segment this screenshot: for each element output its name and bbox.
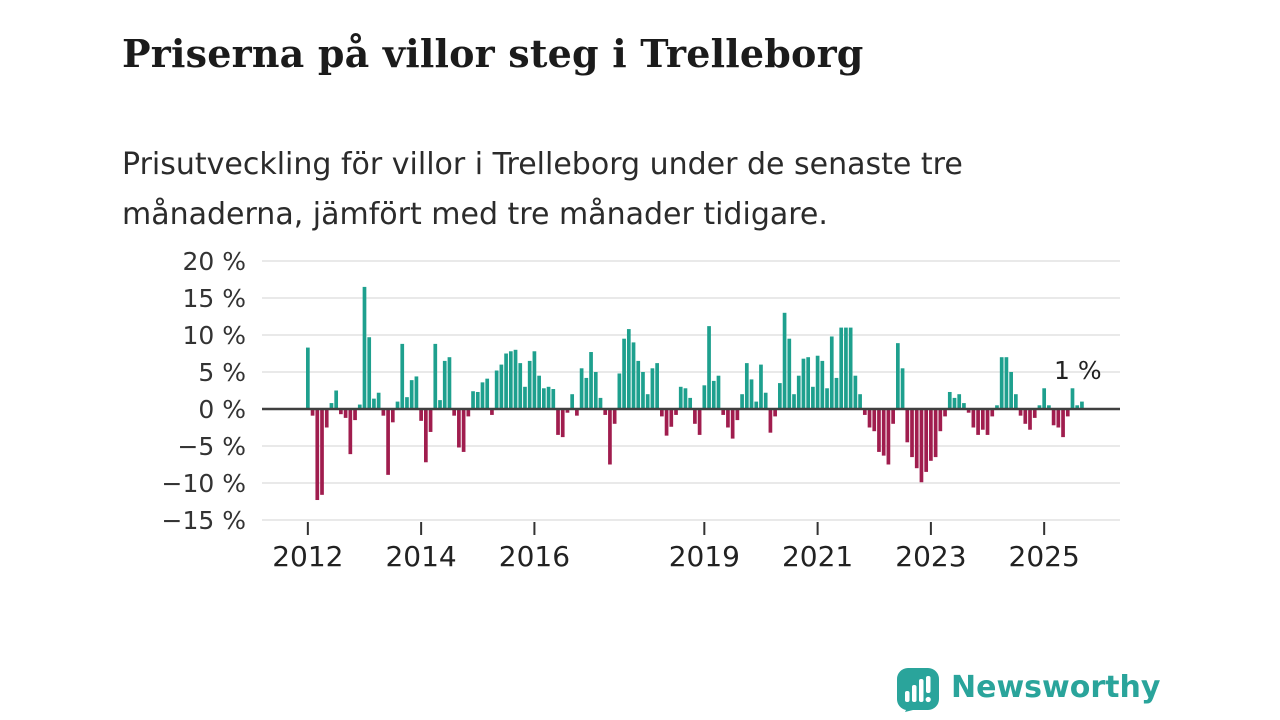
svg-text:−5 %: −5 % <box>177 432 246 461</box>
svg-text:0 %: 0 % <box>198 395 246 424</box>
svg-text:2023: 2023 <box>895 540 966 573</box>
svg-text:5 %: 5 % <box>198 358 246 387</box>
svg-text:2021: 2021 <box>782 540 853 573</box>
price-change-bar-chart: 20 % 15 % 10 % 5 % 0 % −5 % −10 % −15 % 2012 2014… <box>0 235 1280 605</box>
svg-text:−10 %: −10 % <box>162 469 246 498</box>
svg-text:2019: 2019 <box>669 540 740 573</box>
svg-text:2016: 2016 <box>499 540 570 573</box>
svg-text:−15 %: −15 % <box>162 506 246 535</box>
svg-text:20 %: 20 % <box>182 247 246 276</box>
newsworthy-logo-icon <box>897 668 939 712</box>
svg-text:2014: 2014 <box>385 540 456 573</box>
bar-chart-canvas: 20 % 15 % 10 % 5 % 0 % −5 % −10 % −15 % 2012 2014… <box>162 247 1120 573</box>
svg-text:10 %: 10 % <box>182 321 246 350</box>
brand-footer: Newsworthy <box>897 668 1160 712</box>
brand-name: Newsworthy <box>951 670 1161 705</box>
svg-text:2025: 2025 <box>1009 540 1080 573</box>
page-title: Priserna på villor steg i Trelleborg <box>122 31 864 77</box>
chart-subtitle: Prisutveckling för villor i Trelleborg u… <box>122 147 963 232</box>
svg-text:15 %: 15 % <box>182 284 246 313</box>
svg-text:1 %: 1 % <box>1054 356 1102 385</box>
svg-text:2012: 2012 <box>272 540 343 573</box>
